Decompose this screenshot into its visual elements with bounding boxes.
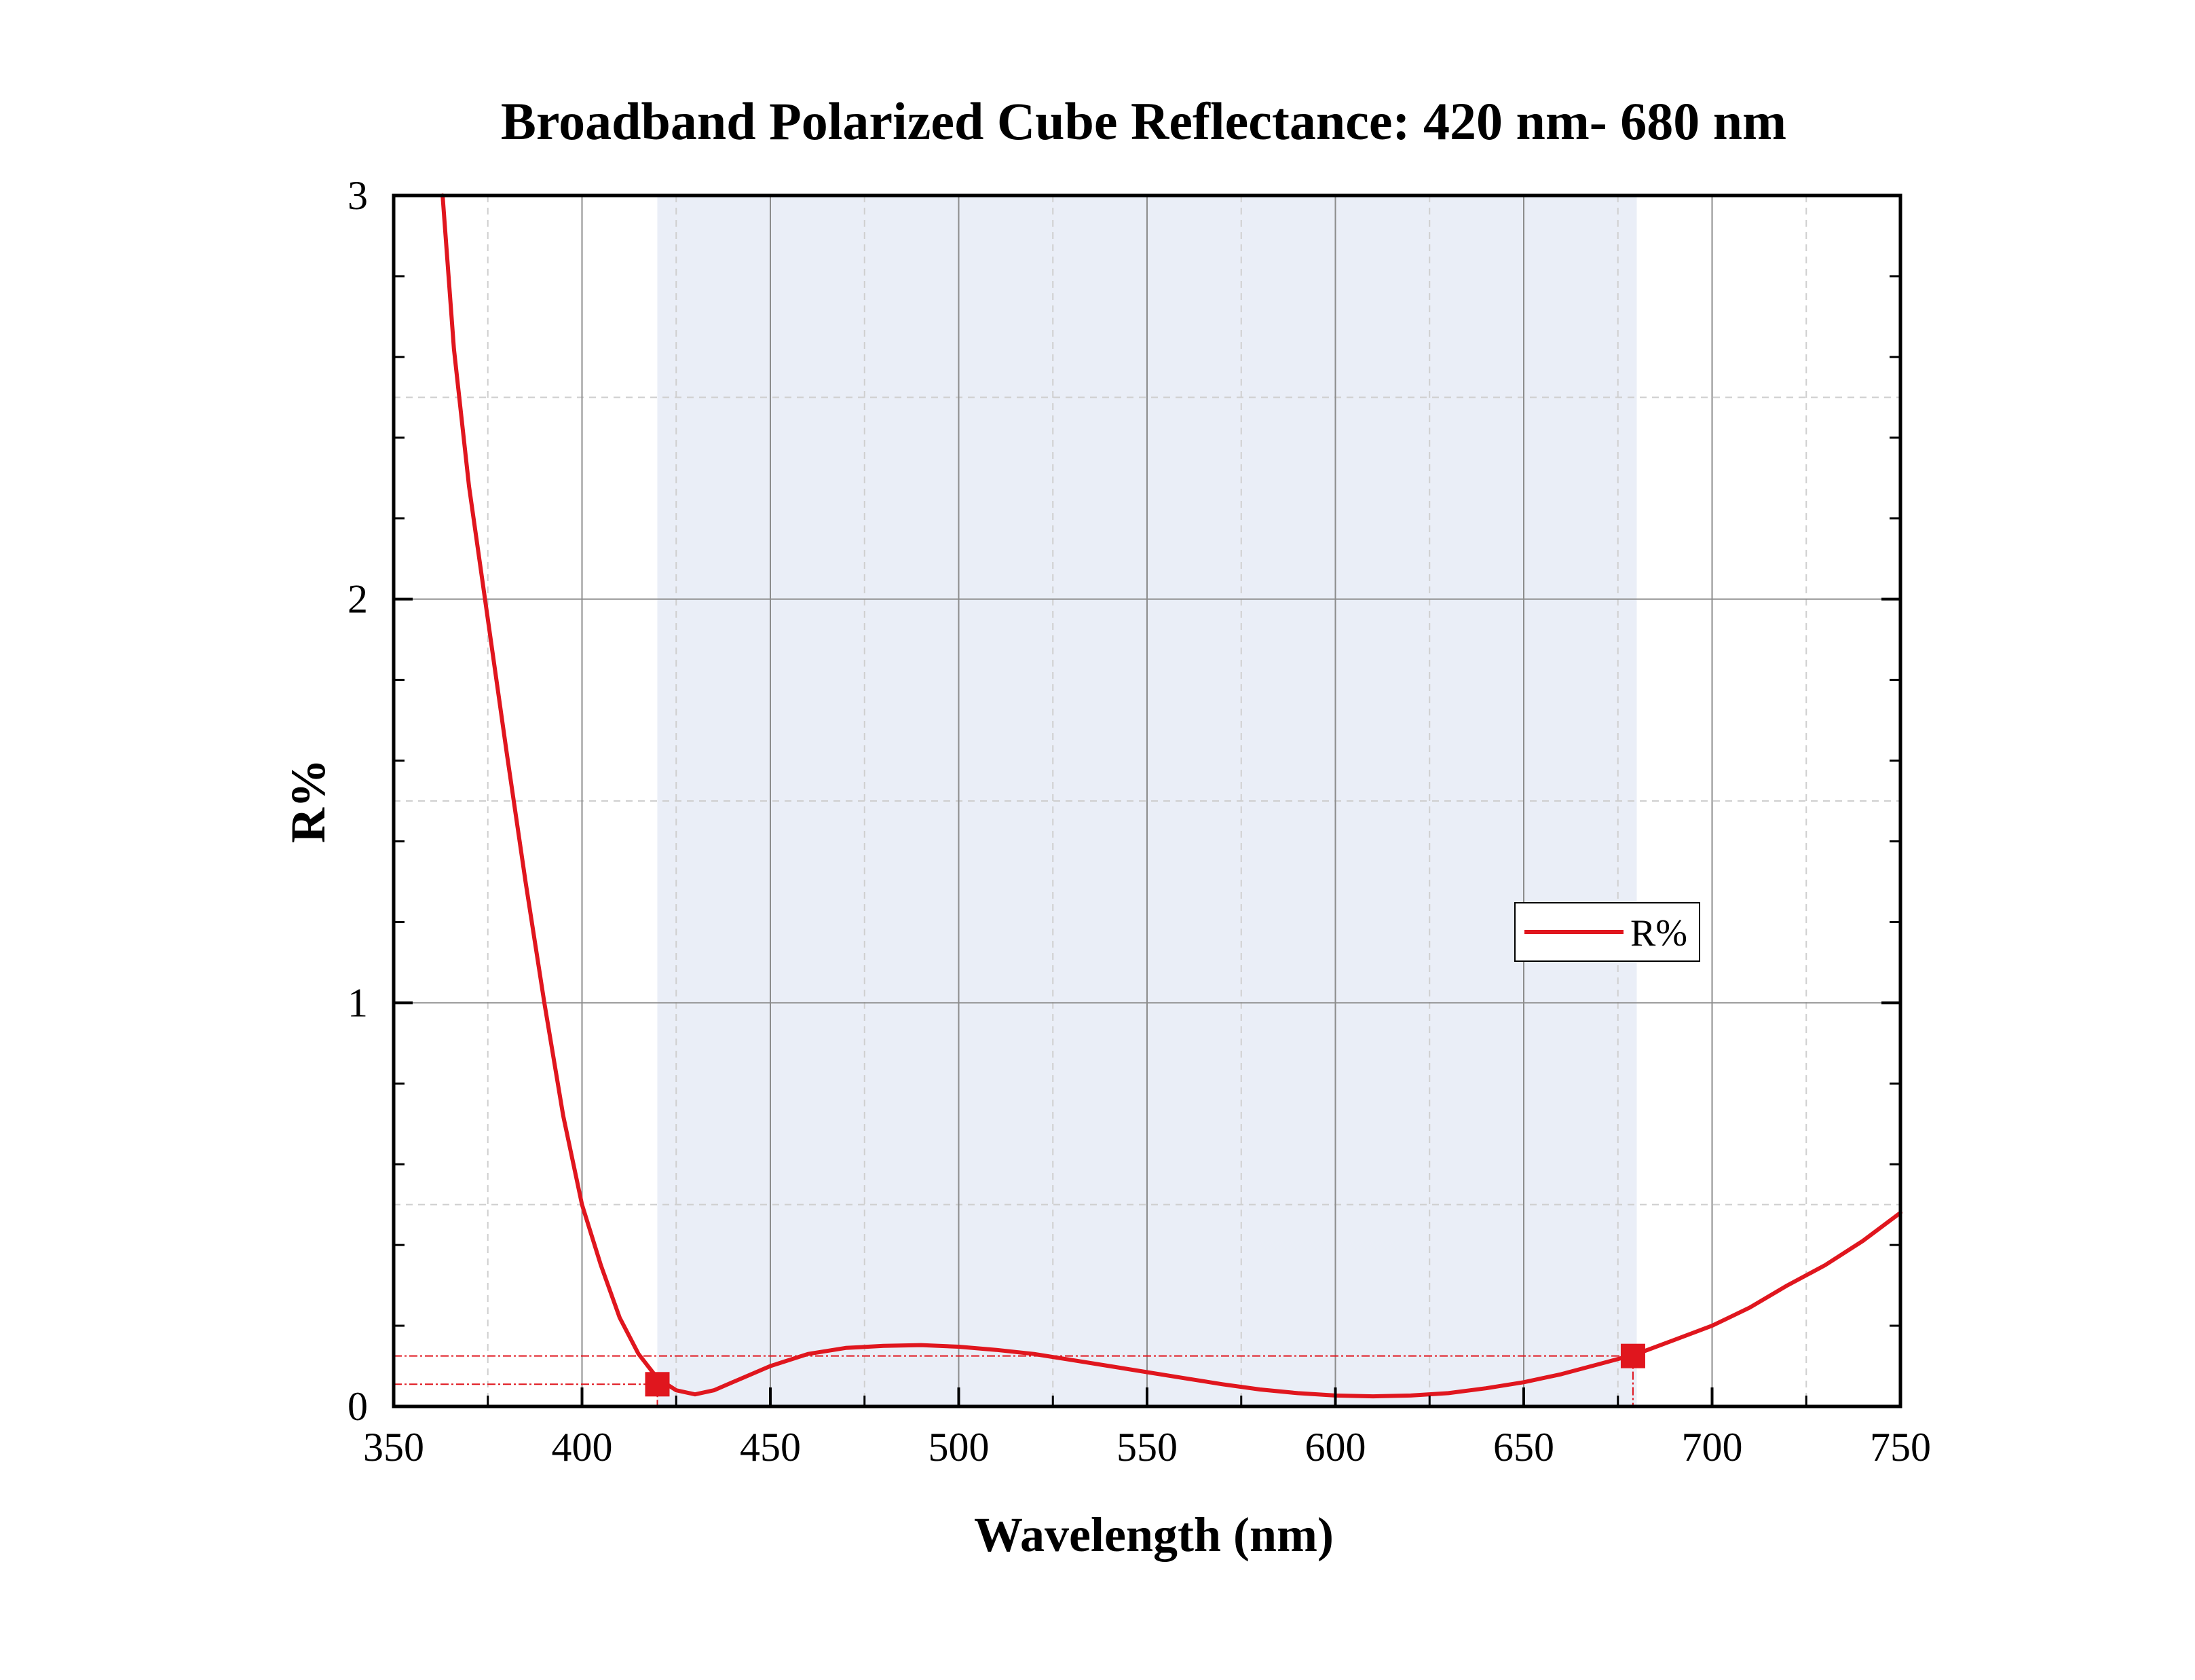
y-tick-label: 0 (348, 1384, 368, 1429)
grid-layer (394, 195, 1900, 1406)
x-axis-label: Wavelength (nm) (974, 1508, 1334, 1562)
x-tick-label: 650 (1493, 1425, 1554, 1470)
series-layer (440, 193, 1902, 1399)
y-tick-label: 1 (348, 980, 368, 1025)
y-tick-label: 3 (348, 173, 368, 218)
data-marker (645, 1372, 670, 1397)
series-line-r (440, 193, 1902, 1399)
x-tick-label: 400 (552, 1425, 613, 1470)
x-tick-label: 550 (1117, 1425, 1178, 1470)
x-tick-label: 750 (1870, 1425, 1931, 1470)
x-tick-label: 350 (363, 1425, 424, 1470)
legend: R% (1514, 902, 1700, 962)
axes-layer (392, 193, 1902, 1408)
x-tick-label: 450 (740, 1425, 801, 1470)
y-axis-label: R% (281, 759, 335, 843)
x-tick-label: 500 (928, 1425, 990, 1470)
x-tick-label: 600 (1305, 1425, 1366, 1470)
tick-label-layer: 350 400 450 500 550 600 650 700 750 0 1 2 3 (348, 173, 1931, 1470)
x-tick-label: 700 (1682, 1425, 1743, 1470)
y-tick-label: 2 (348, 577, 368, 622)
legend-label: R% (1630, 912, 1687, 954)
marker-layer (645, 1343, 1645, 1397)
data-marker (1620, 1343, 1645, 1368)
chart-title: Broadband Polarized Cube Reflectance: 42… (501, 92, 1786, 151)
